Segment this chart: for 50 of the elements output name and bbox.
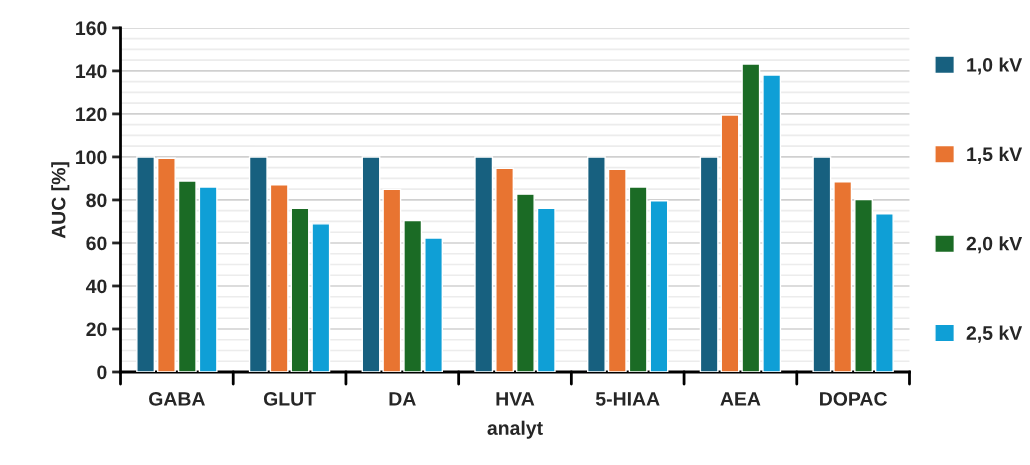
bar xyxy=(720,114,740,372)
x-tick-label: DOPAC xyxy=(820,391,887,406)
x-axis-title: analyt xyxy=(487,420,543,439)
x-tick-label: 5-HIAA xyxy=(595,392,660,406)
bar xyxy=(628,186,648,372)
bar xyxy=(290,207,310,372)
bar xyxy=(177,180,197,372)
y-tick-label: 0 xyxy=(97,365,107,380)
y-tick-label: 120 xyxy=(76,107,107,122)
y-axis-title: AUC [%] xyxy=(51,162,70,239)
x-tick-label: GABA xyxy=(149,391,205,406)
y-tick-label: 20 xyxy=(86,322,107,337)
bar xyxy=(833,181,853,372)
bar xyxy=(198,186,218,372)
bar xyxy=(248,156,268,372)
bar xyxy=(424,237,443,372)
y-tick-label: 60 xyxy=(86,236,107,251)
bar xyxy=(587,156,606,372)
y-tick-label: 160 xyxy=(76,21,107,36)
bar xyxy=(812,156,832,372)
bar xyxy=(382,188,402,372)
bar xyxy=(474,156,494,372)
bar xyxy=(607,168,627,372)
x-tick-label: DA xyxy=(389,392,416,406)
bar xyxy=(157,157,176,372)
bar xyxy=(311,223,331,372)
x-tick-label: GLUT xyxy=(263,391,316,406)
legend-label: 1,0 kV xyxy=(967,57,1023,75)
y-tick-label: 100 xyxy=(76,150,107,165)
bar xyxy=(741,63,761,372)
legend-label: 2,0 kV xyxy=(966,236,1023,254)
bar xyxy=(269,183,289,372)
bar xyxy=(495,167,515,372)
bar xyxy=(699,156,719,372)
y-tick-label: 80 xyxy=(86,193,107,208)
legend-label: 1,5 kV xyxy=(967,146,1023,164)
bar xyxy=(361,156,381,372)
x-tick-label: HVA xyxy=(496,392,535,406)
y-tick-label: 40 xyxy=(85,279,107,294)
bar xyxy=(515,193,535,372)
bar xyxy=(762,74,782,372)
bar xyxy=(649,200,669,372)
bar xyxy=(403,219,423,372)
bar xyxy=(136,156,156,372)
y-tick-label: 140 xyxy=(76,64,107,79)
legend-label: 2,5 kV xyxy=(966,325,1023,343)
bar xyxy=(854,198,873,372)
x-tick-label: AEA xyxy=(720,392,761,406)
bar xyxy=(536,207,556,372)
bar xyxy=(874,213,894,372)
